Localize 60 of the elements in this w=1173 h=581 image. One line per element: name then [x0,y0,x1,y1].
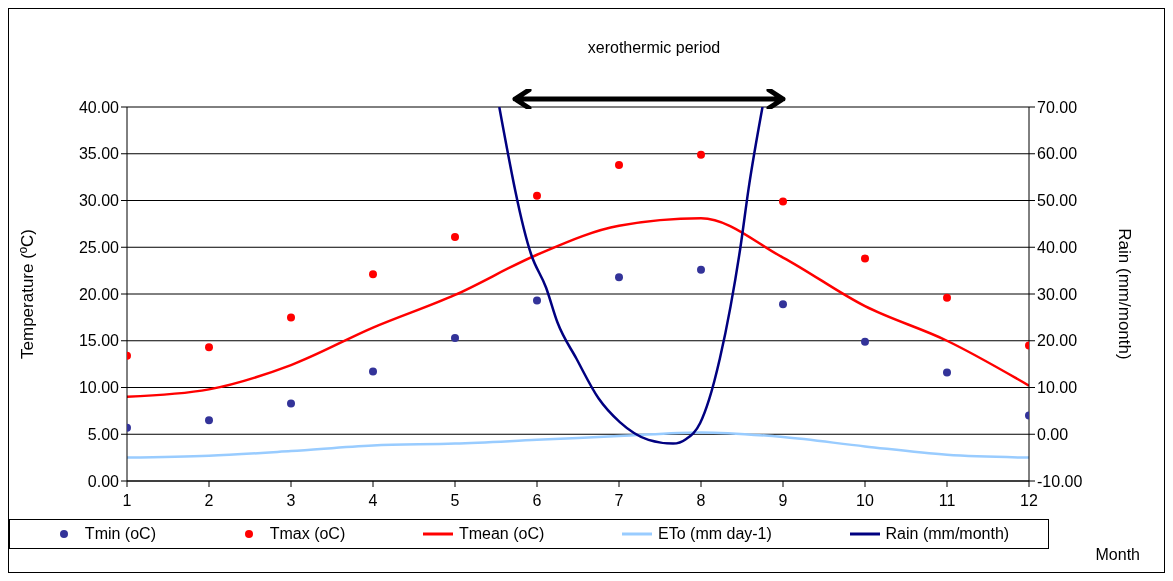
x-tick-label: 8 [696,492,706,510]
point [943,368,951,377]
legend-label: ETo (mm day-1) [658,525,772,543]
y2-tick-label: 40.00 [1037,238,1078,256]
legend-label: Tmax (oC) [269,525,346,543]
x-tick-label: 6 [532,492,542,510]
point [615,273,623,282]
point [861,337,869,346]
y-axis-title: Temperature (ºC) [18,229,38,359]
point [861,254,869,263]
y2-tick-label: 60.00 [1037,145,1078,163]
x-tick-label: 7 [614,492,624,510]
y-tick-label: 10.00 [78,379,120,397]
point [205,343,213,352]
point [697,150,705,159]
point [451,333,459,342]
x-tick-label: 5 [450,492,460,510]
y-tick-label: 30.00 [78,192,120,210]
x-tick-label: 4 [368,492,378,510]
x-tick-label: 12 [1020,492,1038,510]
x-tick-label: 2 [204,492,214,510]
point [451,232,459,241]
y2-tick-label: 0.00 [1037,425,1069,443]
y-tick-label: 0.00 [87,472,120,490]
x-tick-label: 1 [122,492,132,510]
point [615,160,623,169]
y2-tick-label: 50.00 [1037,192,1078,210]
point [369,367,377,376]
y2-tick-label: 70.00 [1037,98,1078,116]
x-tick-label: 10 [856,492,874,510]
x-tick-label: 11 [938,492,956,510]
y2-tick-label: 20.00 [1037,332,1078,350]
point [533,296,541,305]
line-series [498,107,764,445]
point [369,270,377,279]
y-tick-label: 5.00 [87,425,120,443]
point [779,300,787,309]
point [287,313,295,322]
y2-tick-label: -10.00 [1037,472,1083,490]
point [697,265,705,274]
legend-label: Rain (mm/month) [885,525,1010,543]
point [205,416,213,425]
y2-tick-label: 30.00 [1037,285,1078,303]
point [287,399,295,408]
y-tick-label: 35.00 [78,145,120,163]
y-tick-label: 20.00 [78,285,120,303]
legend-label: Tmin (oC) [84,525,156,543]
y-tick-label: 15.00 [78,332,120,350]
y2-tick-label: 10.00 [1037,379,1078,397]
x-tick-label: 9 [778,492,788,510]
x-tick-label: 3 [286,492,296,510]
y-tick-label: 25.00 [78,238,120,256]
y2-axis-title: Rain (mm/month) [1114,228,1134,360]
point [533,191,541,200]
text: xerothermic period [586,39,722,57]
point [943,293,951,302]
legend-label: Tmean (oC) [458,525,545,543]
point [779,197,787,206]
y-tick-label: 40.00 [78,98,120,116]
x-axis-title: Month [1095,546,1140,564]
